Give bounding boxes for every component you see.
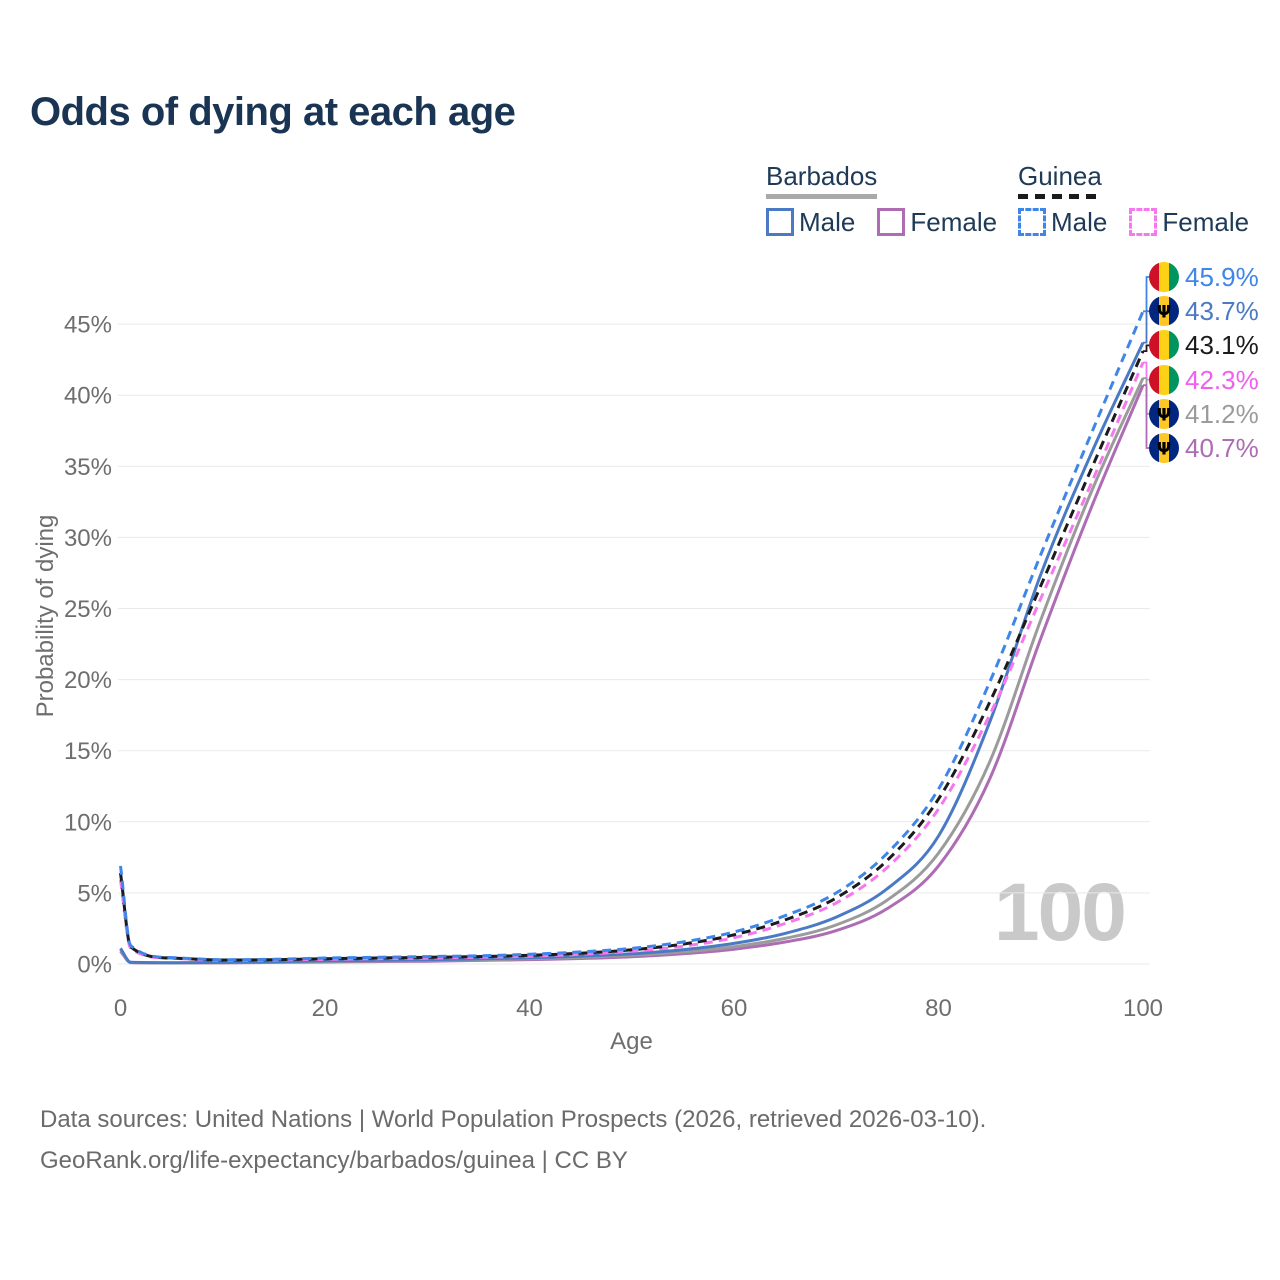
guinea-male-swatch-icon <box>1018 208 1046 237</box>
legend-label-guinea-male: Male <box>1051 206 1108 237</box>
y-axis-tick: 25% <box>64 596 112 623</box>
page-title: Odds of dying at each age <box>30 90 516 134</box>
line-guinea-male[interactable] <box>119 310 1145 962</box>
barbados-flag-icon: Ψ <box>1149 296 1179 327</box>
guinea-female-swatch-icon <box>1129 208 1158 237</box>
connector-barbados-male <box>1143 310 1150 344</box>
end-label-row-guinea-male: 45.9% <box>1149 262 1259 292</box>
connector-guinea-male <box>1143 276 1150 313</box>
end-label-value-barbados-female: 40.7% <box>1185 433 1259 463</box>
guinea-flag-icon <box>1149 364 1179 395</box>
y-axis-title: Probability of dying <box>32 514 59 718</box>
x-axis-title: Age <box>610 1028 653 1055</box>
barbados-underline-solid <box>766 193 878 199</box>
legend-item-guinea-female[interactable]: Female <box>1129 207 1249 238</box>
end-label-row-guinea-female: 42.3% <box>1149 364 1259 395</box>
guinea-underline-dashed <box>1018 193 1102 199</box>
x-axis-tick: 100 <box>1123 995 1163 1022</box>
connector-guinea-female <box>1143 361 1150 381</box>
end-label-value-guinea-male: 45.9% <box>1185 262 1259 292</box>
age-watermark: 100 <box>994 867 1127 958</box>
end-label-value-barbados-both: 41.2% <box>1185 398 1259 429</box>
legend-item-barbados-male[interactable]: Male <box>766 207 855 238</box>
guinea-flag-icon <box>1149 262 1179 292</box>
end-label-value-barbados-male: 43.7% <box>1185 296 1259 327</box>
x-axis-tick: 0 <box>114 995 127 1022</box>
legend-item-guinea-male[interactable]: Male <box>1018 207 1107 238</box>
y-axis-tick: 15% <box>64 738 112 765</box>
legend-country-guinea[interactable]: Guinea <box>1018 161 1102 191</box>
guinea-flag-icon <box>1149 330 1179 361</box>
x-axis-tick: 20 <box>312 995 339 1022</box>
line-barbados-female[interactable] <box>119 384 1145 965</box>
end-label-value-guinea-both: 43.1% <box>1185 330 1259 361</box>
y-axis-tick: 35% <box>64 454 112 481</box>
y-axis-tick: 0% <box>77 952 112 979</box>
footer: Data sources: United Nations | World Pop… <box>40 1100 986 1182</box>
end-label-row-barbados-male: Ψ 43.7% <box>1149 296 1259 327</box>
y-axis-tick: 45% <box>64 312 112 339</box>
legend-group-guinea: Guinea Male Female <box>1018 162 1249 238</box>
attribution-text: GeoRank.org/life-expectancy/barbados/gui… <box>40 1146 628 1174</box>
y-axis-tick: 10% <box>64 809 112 836</box>
legend-country-barbados[interactable]: Barbados <box>766 161 878 191</box>
x-axis-tick: 60 <box>721 995 748 1022</box>
end-label-value-guinea-female: 42.3% <box>1185 364 1259 395</box>
barbados-male-swatch-icon <box>766 208 794 237</box>
barbados-flag-icon: Ψ <box>1149 433 1179 463</box>
svg-text:Ψ: Ψ <box>1157 303 1171 323</box>
end-label-row-barbados-female: Ψ 40.7% <box>1149 433 1259 463</box>
legend-label-barbados-male: Male <box>799 206 856 237</box>
line-guinea-female[interactable] <box>119 361 1145 962</box>
svg-text:Ψ: Ψ <box>1157 440 1171 460</box>
y-axis-tick: 5% <box>77 880 112 907</box>
end-label-row-barbados-both: Ψ 41.2% <box>1149 398 1259 429</box>
legend-group-barbados: Barbados Male Female <box>766 162 997 238</box>
y-axis-tick: 20% <box>64 667 112 694</box>
line-barbados-male[interactable] <box>119 341 1145 965</box>
barbados-female-swatch-icon <box>877 208 906 237</box>
data-sources-text: Data sources: United Nations | World Pop… <box>40 1106 987 1133</box>
legend-label-barbados-female: Female <box>910 206 998 237</box>
x-axis-tick: 40 <box>516 995 543 1022</box>
legend-item-barbados-female[interactable]: Female <box>877 207 997 238</box>
end-label-row-guinea-both: 43.1% <box>1149 330 1259 361</box>
svg-text:Ψ: Ψ <box>1157 405 1171 425</box>
y-axis-tick: 30% <box>64 525 112 552</box>
connector-guinea-both <box>1143 344 1150 352</box>
line-guinea-both[interactable] <box>119 350 1145 962</box>
y-axis-tick: 40% <box>64 383 112 410</box>
x-axis-tick: 80 <box>925 995 952 1022</box>
connector-barbados-female <box>1143 384 1150 449</box>
barbados-flag-icon: Ψ <box>1149 398 1179 429</box>
legend-label-guinea-female: Female <box>1162 206 1250 237</box>
